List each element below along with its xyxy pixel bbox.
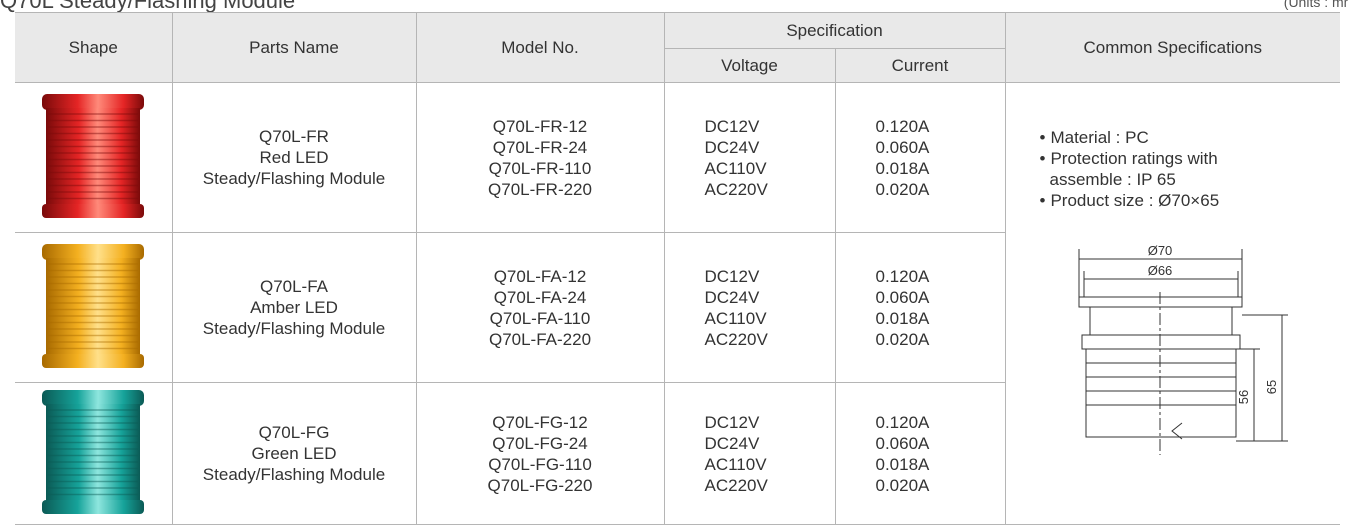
cell-line: AC220V [704, 179, 768, 199]
cell-line: DC24V [704, 433, 760, 453]
col-header: Shape [15, 12, 173, 83]
dimension-label: 56 [1236, 390, 1251, 404]
parts-name: Q70L-FR Red LED Steady/Flashing Module [171, 82, 417, 233]
cell-line: Q70L-FA-12 [493, 266, 587, 286]
cell-line: AC110V [704, 308, 767, 328]
cell-line: Red LED [259, 148, 329, 167]
common-item: Material : PC [1040, 127, 1270, 148]
cell-line: 0.120A [875, 412, 930, 432]
current: 0.120A 0.060A 0.018A 0.020A [834, 82, 1006, 233]
cell-line: Q70L-FR-24 [492, 137, 588, 157]
dimension-label: 65 [1264, 380, 1279, 394]
shape-cell [15, 82, 173, 233]
cell-line: 0.120A [875, 266, 930, 286]
cell-line: Q70L-FG-220 [487, 475, 593, 495]
cell-line: 0.060A [875, 433, 930, 453]
model-no: Q70L-FR-12 Q70L-FR-24 Q70L-FR-110 Q70L-FR-2… [415, 82, 665, 233]
cell-line: 0.018A [875, 454, 930, 474]
cell-line: Green LED [251, 444, 337, 463]
shape-cell [15, 232, 173, 383]
cell-line: DC12V [704, 266, 760, 286]
parts-name: Q70L-FG Green LED Steady/Flashing Module [171, 382, 417, 525]
parts-name: Q70L-FA Amber LED Steady/Flashing Module [171, 232, 417, 383]
cell-line: Q70L-FA-24 [493, 287, 587, 307]
col-header: Common Specifications [1004, 12, 1341, 83]
units: (Units : mm) [1283, 0, 1348, 10]
col-header: Specification [663, 12, 1006, 49]
cell-line: 0.020A [875, 329, 930, 349]
lamp-image [42, 93, 145, 218]
cell-line: DC12V [704, 412, 760, 432]
title: Q70L Steady/Flashing Module [0, 0, 296, 13]
cell-line: Q70L-FG-12 [492, 412, 588, 432]
cell-line: 0.018A [875, 158, 930, 178]
model-no: Q70L-FG-12 Q70L-FG-24 Q70L-FG-110 Q70L-FG-2… [415, 382, 665, 525]
cell-line: Q70L-FG-110 [488, 454, 592, 474]
cell-line: Q70L-FG-24 [492, 433, 588, 453]
shape-cell [15, 382, 173, 525]
model-no: Q70L-FA-12 Q70L-FA-24 Q70L-FA-110 Q70L-FA-2… [415, 232, 665, 383]
dimension-label: Ø70 [1147, 243, 1172, 258]
col-header: Model No. [415, 12, 665, 83]
lamp-image [42, 243, 145, 368]
spec-table: Shape Parts Name Model No. Specification… [15, 12, 1341, 525]
cell-line: 0.120A [875, 116, 930, 136]
cell-line: 0.020A [875, 475, 930, 495]
cell-line: AC110V [704, 454, 767, 474]
col-header: Parts Name [171, 12, 417, 83]
common-specs: Material : PCProtection ratings with ass… [1004, 82, 1341, 525]
cell-line: Q70L-FA-220 [488, 329, 592, 349]
cell-line: 0.060A [875, 287, 930, 307]
current: 0.120A 0.060A 0.018A 0.020A [834, 382, 1006, 525]
voltage: DC12V DC24V AC110V AC220V [663, 232, 836, 383]
cell-line: 0.060A [875, 137, 930, 157]
cell-line: 0.018A [875, 308, 930, 328]
cell-line: AC110V [704, 158, 767, 178]
common-item: Protection ratings with assemble : IP 65 [1040, 148, 1270, 190]
cell-line: Steady/Flashing Module [202, 465, 386, 484]
cell-line: AC220V [704, 475, 768, 495]
cell-line: DC12V [704, 116, 760, 136]
cell-line: Q70L-FG [258, 423, 330, 442]
col-header: Voltage [664, 48, 836, 83]
cell-line: DC24V [704, 287, 760, 307]
voltage: DC12V DC24V AC110V AC220V [663, 82, 836, 233]
lamp-image [42, 389, 145, 514]
cell-line: Steady/Flashing Module [202, 319, 386, 338]
cell-line: DC24V [704, 137, 760, 157]
cell-line: Q70L-FR-110 [488, 158, 592, 178]
cell-line: Steady/Flashing Module [202, 169, 386, 188]
common-item: Product size : Ø70×65 [1040, 190, 1270, 211]
voltage: DC12V DC24V AC110V AC220V [663, 382, 836, 525]
col-header: Current [834, 48, 1006, 83]
cell-line: AC220V [704, 329, 768, 349]
dimension-label: Ø66 [1147, 263, 1172, 278]
cell-line: Q70L-FR [259, 127, 329, 146]
current: 0.120A 0.060A 0.018A 0.020A [834, 232, 1006, 383]
common-list: Material : PCProtection ratings with ass… [1006, 127, 1270, 211]
cell-line: Q70L-FA-110 [489, 308, 591, 328]
cell-line: Q70L-FR-220 [488, 179, 592, 199]
dimension-drawing: Ø70 Ø66 56 65 [1078, 243, 1288, 455]
cell-line: Q70L-FR-12 [492, 116, 588, 136]
cell-line: Q70L-FA [259, 277, 329, 296]
cell-line: Amber LED [250, 298, 338, 317]
cell-line: 0.020A [875, 179, 930, 199]
